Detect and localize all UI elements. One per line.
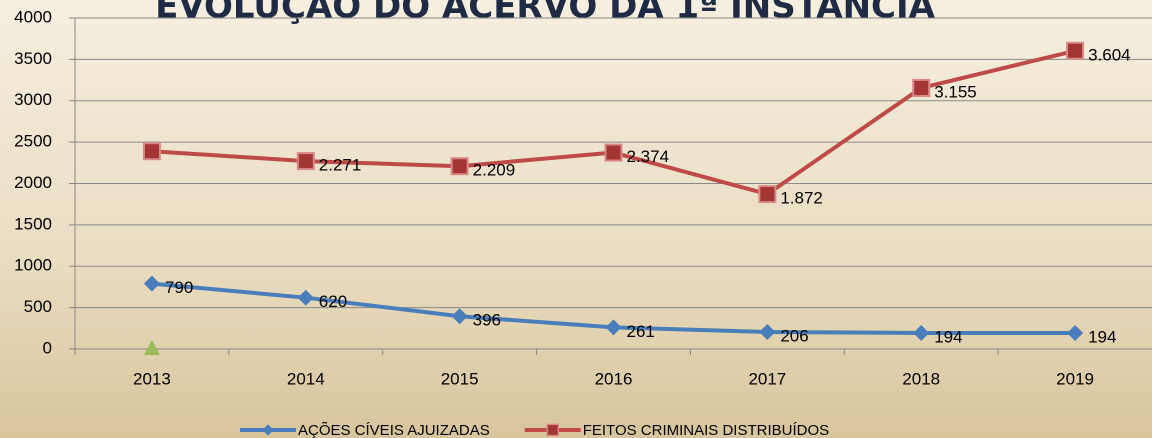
x-tick-label: 2016 xyxy=(595,369,633,388)
marker xyxy=(296,152,315,171)
x-tick-label: 2019 xyxy=(1056,369,1094,388)
marker xyxy=(1066,41,1085,60)
x-tick-label: 2013 xyxy=(133,369,171,388)
data-label: 396 xyxy=(473,311,501,330)
marker xyxy=(262,424,274,436)
series-line xyxy=(151,48,1076,197)
y-tick-label: 3500 xyxy=(14,49,52,68)
marker xyxy=(297,289,314,306)
marker xyxy=(546,423,560,437)
data-label: 3.155 xyxy=(934,82,977,101)
marker xyxy=(758,185,777,204)
y-tick-label: 500 xyxy=(24,297,52,316)
marker xyxy=(759,323,776,340)
marker xyxy=(451,308,468,325)
data-label: 2.271 xyxy=(319,156,362,175)
data-label: 206 xyxy=(780,326,808,345)
data-label: 2.374 xyxy=(627,147,670,166)
legend-label: AÇÕES CÍVEIS AJUIZADAS xyxy=(298,422,490,438)
marker xyxy=(604,143,623,162)
legend-item: AÇÕES CÍVEIS AJUIZADAS xyxy=(240,422,490,438)
marker xyxy=(912,78,931,97)
marker xyxy=(913,324,930,341)
y-tick-label: 1500 xyxy=(14,214,52,233)
marker xyxy=(143,275,160,292)
marker xyxy=(1067,324,1084,341)
x-tick-label: 2017 xyxy=(748,369,786,388)
x-tick-label: 2014 xyxy=(287,369,325,388)
y-tick-label: 1000 xyxy=(14,256,52,275)
y-tick-label: 0 xyxy=(43,338,52,357)
y-tick-label: 4000 xyxy=(14,7,52,26)
legend-label: FEITOS CRIMINAIS DISTRIBUÍDOS xyxy=(583,422,829,438)
data-label: 194 xyxy=(1088,327,1116,346)
data-label: 790 xyxy=(165,278,193,297)
data-label: 2.209 xyxy=(473,161,516,180)
marker xyxy=(143,340,160,355)
data-label: 1.872 xyxy=(780,189,823,208)
legend-item: FEITOS CRIMINAIS DISTRIBUÍDOS xyxy=(524,422,829,438)
x-tick-label: 2015 xyxy=(441,369,479,388)
data-label: 3.604 xyxy=(1088,45,1131,64)
marker xyxy=(450,157,469,176)
y-tick-label: 2500 xyxy=(14,132,52,151)
chart-title: EVOLUÇÃO DO ACERVO DA 1ª INSTÂNCIA xyxy=(155,0,936,27)
data-label: 194 xyxy=(934,327,962,346)
data-label: 620 xyxy=(319,292,347,311)
marker xyxy=(142,142,161,161)
x-tick-label: 2018 xyxy=(902,369,940,388)
y-tick-label: 2000 xyxy=(14,173,52,192)
y-tick-label: 3000 xyxy=(14,90,52,109)
marker xyxy=(605,319,622,336)
data-label: 261 xyxy=(627,322,655,341)
